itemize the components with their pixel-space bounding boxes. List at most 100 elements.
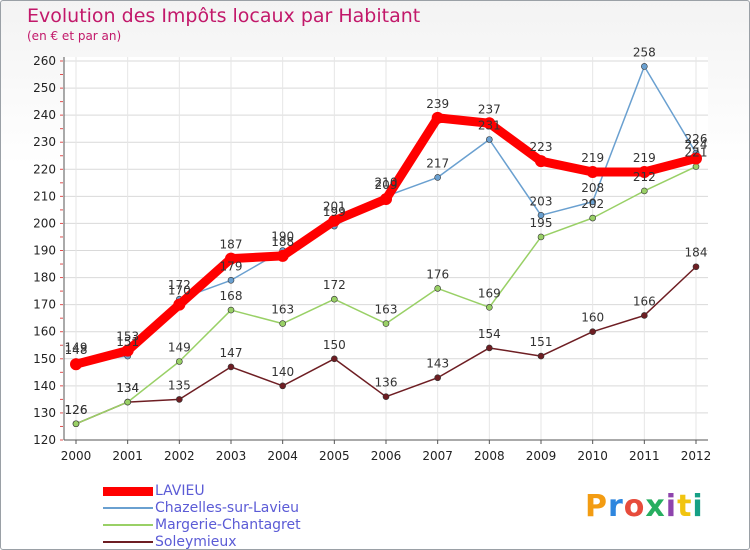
- data-label: 212: [633, 170, 656, 184]
- data-label: 136: [375, 376, 398, 390]
- data-label: 219: [633, 151, 656, 165]
- data-label: 163: [375, 303, 398, 317]
- data-label: 223: [530, 140, 553, 154]
- data-point: [434, 374, 441, 382]
- data-point: [692, 263, 700, 271]
- x-tick-label: 2000: [61, 449, 92, 463]
- logo-letter: P: [585, 489, 608, 524]
- x-tick-label: 2011: [629, 449, 660, 463]
- y-tick-label: 190: [33, 244, 56, 258]
- data-label: 170: [168, 284, 191, 298]
- data-label: 147: [220, 346, 243, 360]
- data-label: 149: [65, 340, 88, 354]
- data-point: [225, 252, 237, 265]
- data-point: [690, 152, 702, 165]
- x-tick-label: 2002: [164, 449, 195, 463]
- data-point: [641, 312, 648, 319]
- x-tick-label: 2006: [371, 449, 402, 463]
- data-label: 217: [426, 156, 449, 170]
- data-point: [173, 298, 186, 311]
- data-label: 150: [323, 338, 346, 352]
- legend-label: Soleymieux: [155, 534, 237, 550]
- data-point: [382, 320, 390, 327]
- data-point: [537, 352, 545, 360]
- data-label: 239: [426, 97, 449, 111]
- data-label: 224: [685, 137, 708, 151]
- data-point: [276, 249, 289, 262]
- data-point: [589, 214, 596, 222]
- y-tick-label: 120: [33, 433, 56, 447]
- data-point: [537, 212, 545, 219]
- data-point: [692, 163, 700, 170]
- data-label: 163: [271, 303, 294, 317]
- data-label: 153: [116, 330, 139, 344]
- data-label: 172: [168, 278, 191, 292]
- line-chart: 120 130 140 150 160 170 180 190 200 210 220 230 240 2…: [33, 45, 712, 463]
- x-tick-label: 2007: [422, 449, 453, 463]
- data-point: [227, 363, 235, 371]
- logo-letter: x: [645, 489, 666, 524]
- data-point: [535, 155, 547, 168]
- y-tick-label: 230: [33, 135, 56, 149]
- data-point: [176, 396, 183, 403]
- data-label: 237: [478, 102, 501, 116]
- legend-swatch: [103, 541, 153, 543]
- x-tick-label: 2012: [681, 449, 712, 463]
- data-label: 134: [116, 381, 139, 395]
- y-tick-label: 150: [33, 352, 56, 366]
- y-tick-label: 200: [33, 216, 56, 230]
- data-label: 202: [581, 197, 604, 211]
- y-tick-label: 140: [33, 379, 56, 393]
- legend-label: LAVIEU: [155, 483, 205, 499]
- data-label: 172: [323, 278, 346, 292]
- data-point: [431, 111, 444, 124]
- data-label: 231: [478, 119, 501, 133]
- data-label: 151: [530, 335, 553, 349]
- data-point: [486, 136, 493, 143]
- data-label: 151: [116, 335, 139, 349]
- logo-letter: t: [677, 489, 693, 524]
- data-label: 209: [375, 178, 398, 192]
- y-tick-label: 130: [33, 406, 56, 420]
- data-label: 126: [65, 403, 88, 417]
- logo-letter: o: [623, 489, 646, 524]
- proxiti-logo: Proxiti: [585, 489, 704, 524]
- y-tick-label: 260: [33, 54, 56, 68]
- data-point: [537, 233, 545, 241]
- legend-item-soleymieux[interactable]: Soleymieux: [103, 534, 363, 550]
- data-label: 154: [478, 327, 501, 341]
- data-point: [331, 295, 338, 303]
- data-label: 179: [220, 259, 243, 273]
- data-point: [589, 198, 596, 206]
- data-label: 219: [581, 151, 604, 165]
- data-point: [638, 165, 651, 178]
- data-point: [72, 420, 80, 428]
- data-label: 190: [271, 230, 294, 244]
- data-point: [641, 187, 648, 195]
- data-label: 210: [375, 175, 398, 189]
- data-label: 143: [426, 357, 449, 371]
- x-tick-label: 2003: [216, 449, 247, 463]
- x-tick-label: 2010: [577, 449, 608, 463]
- y-tick-label: 210: [33, 189, 56, 203]
- data-point: [227, 276, 235, 284]
- legend: LAVIEU Chazelles-sur-Lavieu Margerie-Cha…: [103, 483, 363, 550]
- data-point: [434, 174, 441, 181]
- x-tick-label: 2009: [526, 449, 557, 463]
- legend-item-chazelles[interactable]: Chazelles-sur-Lavieu: [103, 500, 363, 517]
- data-label: 160: [581, 311, 604, 325]
- legend-swatch: [103, 507, 153, 509]
- x-tick-label: 2005: [319, 449, 350, 463]
- data-label: 184: [685, 246, 708, 260]
- data-label: 201: [323, 200, 346, 214]
- data-point: [328, 214, 341, 227]
- y-tick-label: 240: [33, 108, 56, 122]
- data-label: 221: [685, 146, 708, 160]
- data-label: 195: [530, 216, 553, 230]
- data-point: [486, 304, 493, 311]
- legend-item-margerie[interactable]: Margerie-Chantagret: [103, 517, 363, 534]
- legend-item-lavieu[interactable]: LAVIEU: [103, 483, 363, 500]
- data-point: [382, 393, 390, 400]
- data-point: [486, 344, 493, 352]
